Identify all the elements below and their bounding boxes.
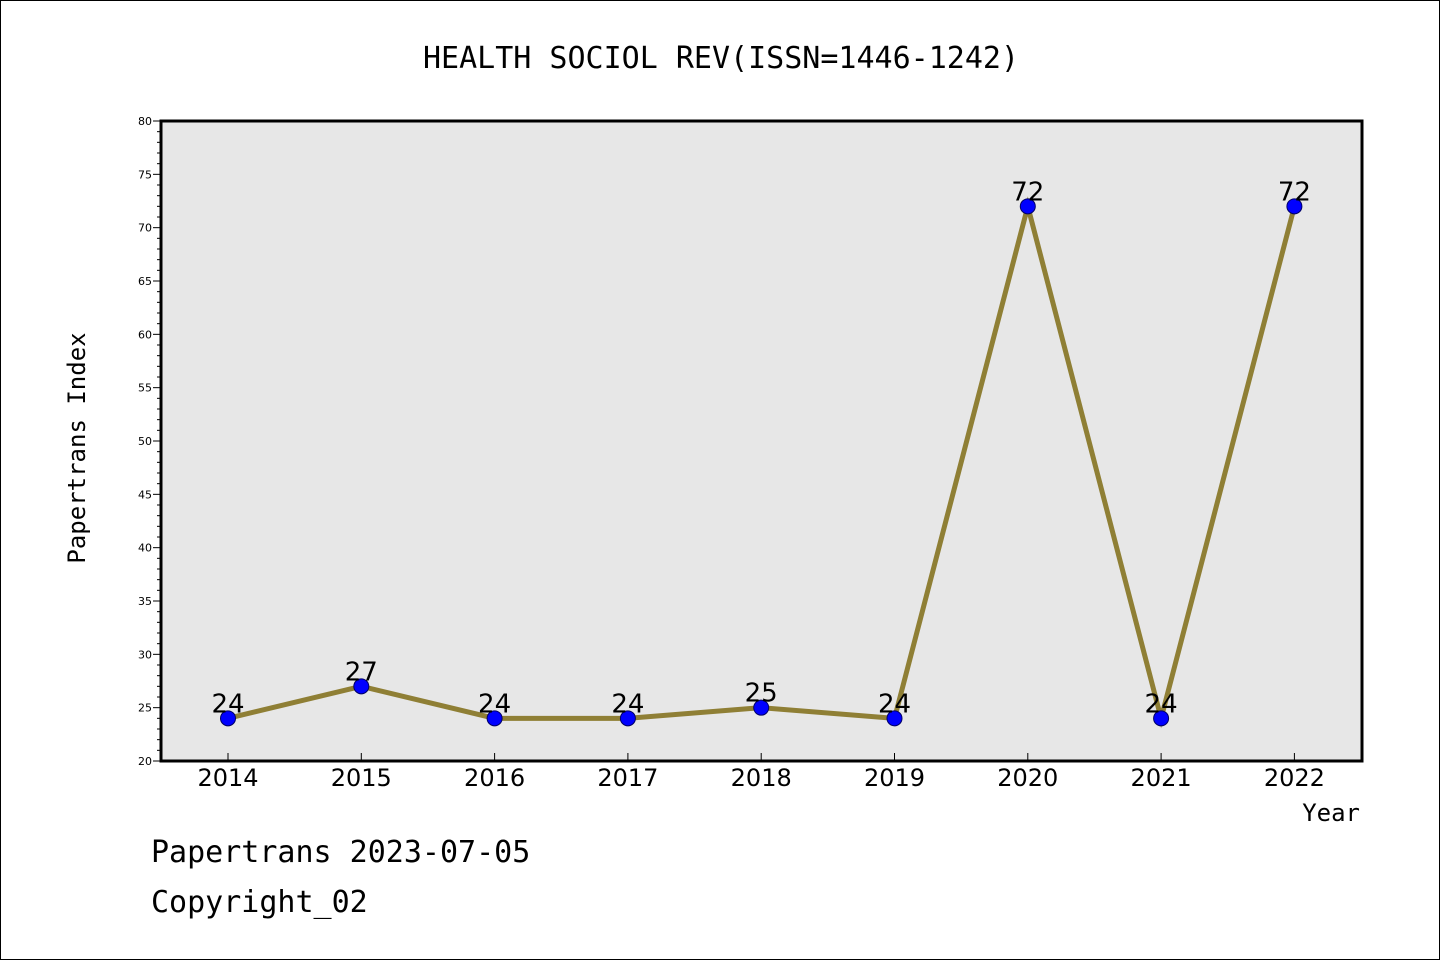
series-layer: 24 27 24 24 25 24 72 24 72 bbox=[211, 177, 1311, 729]
data-label: 24 bbox=[478, 689, 511, 719]
x-tick-label: 2016 bbox=[464, 764, 525, 792]
y-tick-label: 35 bbox=[138, 595, 152, 608]
y-tick-label: 70 bbox=[138, 222, 152, 235]
y-tick-label: 60 bbox=[138, 328, 152, 341]
data-point bbox=[353, 678, 370, 695]
data-label: 72 bbox=[1011, 177, 1044, 207]
y-tick-label: 25 bbox=[138, 702, 152, 715]
y-tick-label: 30 bbox=[138, 648, 152, 661]
footer-copyright: Copyright_02 bbox=[151, 885, 368, 920]
x-tick-label: 2022 bbox=[1264, 764, 1325, 792]
y-tick-label: 65 bbox=[138, 275, 152, 288]
y-axis-title: Papertrans Index bbox=[63, 332, 91, 563]
x-tick-label: 2019 bbox=[864, 764, 925, 792]
data-label: 24 bbox=[611, 689, 644, 719]
x-tick-label: 2020 bbox=[997, 764, 1058, 792]
y-tick-label: 20 bbox=[138, 755, 152, 768]
x-tick-label: 2014 bbox=[197, 764, 258, 792]
data-point bbox=[1019, 198, 1036, 215]
y-tick-label: 55 bbox=[138, 382, 152, 395]
x-tick-label: 2017 bbox=[597, 764, 658, 792]
plot-border bbox=[159, 119, 1364, 763]
plot-area bbox=[161, 121, 1362, 761]
x-axis: 2014 2015 2016 2017 2018 2019 2020 2021 2022 bbox=[197, 753, 1325, 792]
x-tick-label: 2015 bbox=[331, 764, 392, 792]
data-label: 24 bbox=[878, 689, 911, 719]
data-point bbox=[1286, 198, 1303, 215]
data-label: 72 bbox=[1278, 177, 1311, 207]
x-tick-label: 2018 bbox=[731, 764, 792, 792]
y-axis: 20 25 30 35 40 45 50 55 60 65 70 75 80 bbox=[138, 115, 161, 768]
data-point bbox=[619, 710, 636, 727]
y-tick-label: 40 bbox=[138, 542, 152, 555]
data-point bbox=[886, 710, 903, 727]
y-tick-label: 45 bbox=[138, 488, 152, 501]
data-point bbox=[753, 699, 770, 716]
chart-title: HEALTH SOCIOL REV(ISSN=1446-1242) bbox=[423, 41, 1019, 76]
y-tick-label: 80 bbox=[138, 115, 152, 128]
footer-date: Papertrans 2023-07-05 bbox=[151, 835, 531, 870]
data-point bbox=[1153, 710, 1170, 727]
data-point bbox=[220, 710, 236, 727]
data-label: 25 bbox=[745, 679, 778, 709]
data-label: 27 bbox=[345, 657, 378, 687]
y-tick-label: 50 bbox=[138, 435, 152, 448]
data-label: 24 bbox=[1145, 689, 1178, 719]
x-axis-title: Year bbox=[1302, 799, 1360, 827]
y-tick-label: 75 bbox=[138, 168, 152, 181]
data-label: 24 bbox=[211, 689, 244, 719]
x-tick-label: 2021 bbox=[1131, 764, 1192, 792]
data-point bbox=[486, 710, 503, 727]
